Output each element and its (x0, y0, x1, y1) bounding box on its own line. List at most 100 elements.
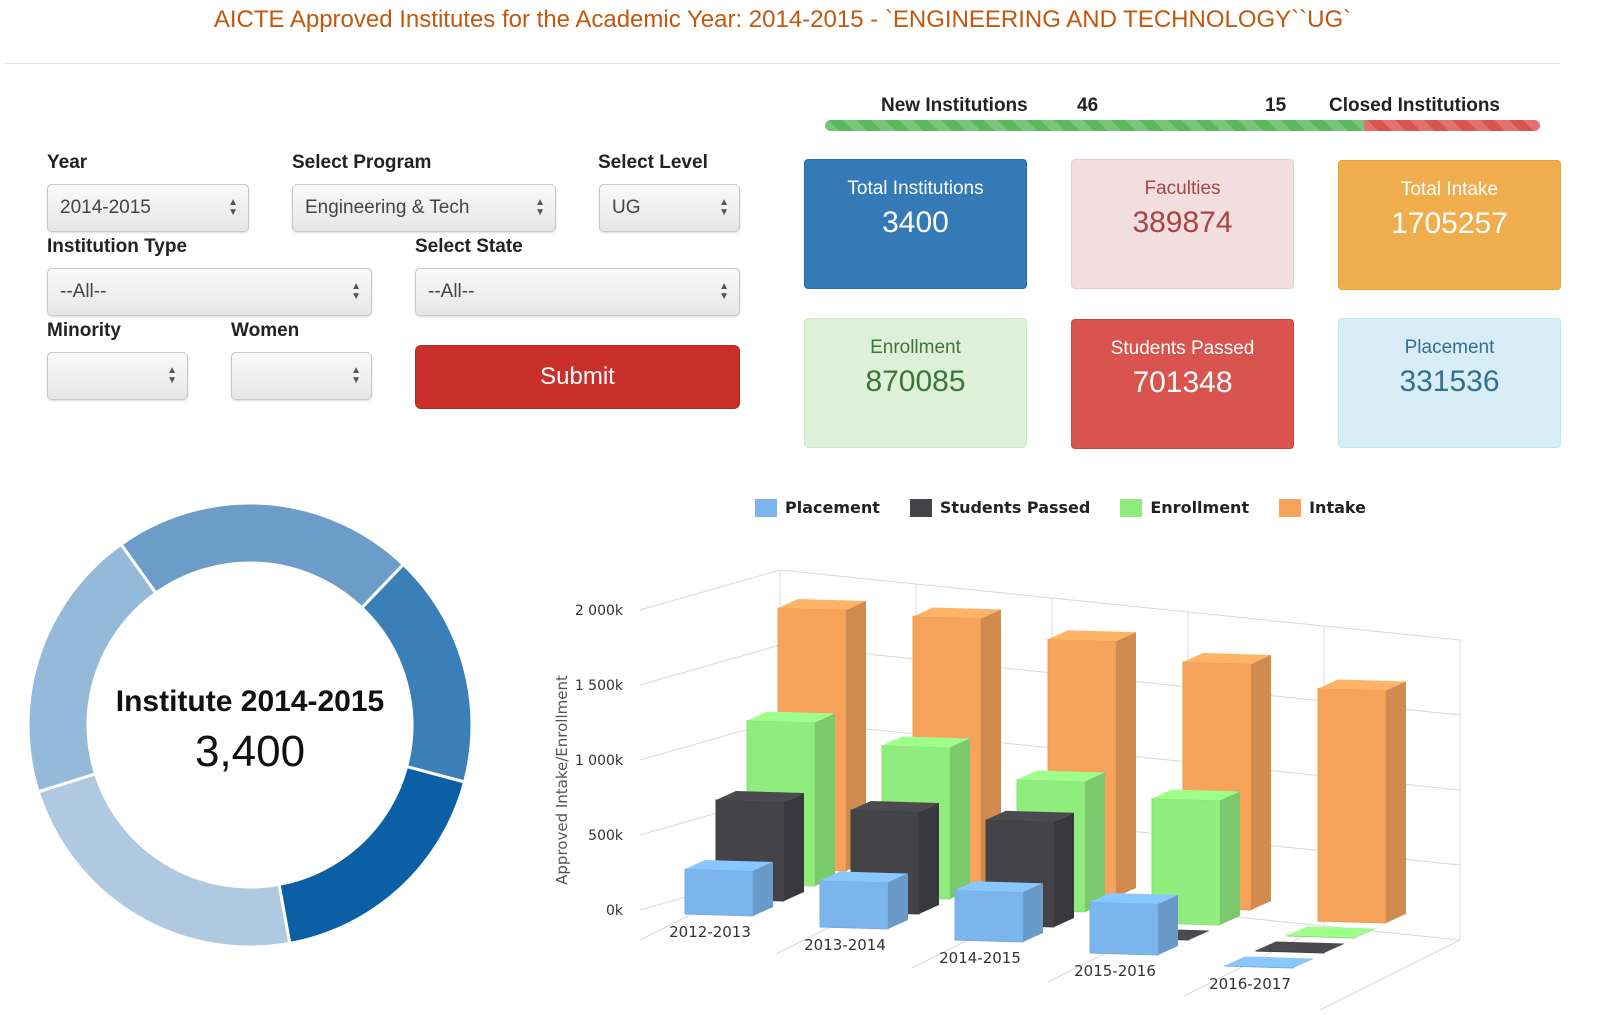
state-select[interactable]: --All-- ▲ ▼ (415, 268, 740, 316)
stat-value: 1705257 (1391, 207, 1508, 240)
bar-placement[interactable] (954, 881, 1043, 943)
bar-top (1256, 941, 1344, 953)
stat-label: Students Passed (1110, 338, 1255, 359)
donut-segment[interactable] (36, 771, 292, 949)
stat-total-intake: Total Intake 1705257 (1338, 160, 1561, 290)
bar-enrollment[interactable] (1286, 926, 1375, 939)
bar-top (913, 607, 1001, 619)
bar-front (684, 868, 754, 917)
stat-total-institutions: Total Institutions 3400 (804, 159, 1027, 289)
stat-label: Placement (1404, 337, 1495, 358)
x-tick-label: 2015-2016 (1074, 962, 1156, 980)
bar-placement[interactable] (819, 871, 908, 930)
select-arrows-icon: ▲ ▼ (351, 365, 361, 386)
women-select[interactable]: ▲ ▼ (231, 352, 372, 400)
bar-placement[interactable] (1089, 893, 1178, 956)
legend-item-placement[interactable]: Placement (755, 498, 880, 517)
bar-front (819, 879, 889, 930)
institution-type-select-value: --All-- (60, 281, 107, 302)
select-arrows-icon: ▲ ▼ (535, 197, 545, 218)
bar-side (888, 873, 908, 929)
bar-top (685, 860, 773, 871)
legend-item-intake[interactable]: Intake (1279, 498, 1366, 517)
bar-side (919, 803, 939, 914)
bar-enrollment[interactable] (1151, 789, 1240, 926)
minority-label: Minority (47, 320, 121, 341)
legend-swatch (755, 498, 777, 517)
institution-type-label: Institution Type (47, 236, 188, 257)
minority-select[interactable]: ▲ ▼ (47, 352, 188, 400)
stat-value: 3400 (882, 206, 949, 239)
bar-top (747, 711, 835, 723)
bar-top (955, 881, 1043, 893)
select-arrows-icon: ▲ ▼ (167, 365, 177, 386)
y-tick-label: 2 000k (575, 603, 624, 619)
bar-top (882, 736, 970, 748)
bar-side (1220, 791, 1240, 925)
new-institutions-value: 46 (1077, 95, 1099, 116)
bar-side (1355, 928, 1375, 938)
bar-side (1386, 681, 1406, 923)
stat-value: 389874 (1132, 206, 1233, 239)
stat-label: Enrollment (870, 337, 961, 358)
bar-intake[interactable] (1317, 679, 1406, 924)
donut-segment[interactable] (277, 764, 467, 946)
legend-item-enrollment[interactable]: Enrollment (1120, 498, 1249, 517)
bar-placement[interactable] (684, 860, 773, 917)
stat-label: Total Intake (1400, 179, 1499, 200)
bar-students-passed[interactable] (1255, 941, 1344, 954)
bar-side (815, 713, 835, 886)
legend-label: Intake (1309, 498, 1366, 517)
select-arrows-icon: ▲ ▼ (351, 281, 361, 302)
bar-placement[interactable] (1224, 956, 1313, 969)
closed-institutions-label: Closed Institutions (1329, 95, 1500, 116)
gridline (639, 644, 781, 686)
donut-segment[interactable] (26, 542, 158, 794)
new-institutions-bar (825, 120, 1365, 131)
legend-item-students-passed[interactable]: Students Passed (909, 498, 1090, 517)
level-select[interactable]: UG ▲ ▼ (599, 184, 740, 232)
level-select-value: UG (612, 197, 641, 218)
program-select-value: Engineering & Tech (305, 197, 470, 218)
state-select-value: --All-- (428, 281, 475, 302)
submit-button[interactable]: Submit (415, 345, 740, 409)
closed-institutions-bar (1364, 120, 1540, 131)
state-label: Select State (415, 236, 523, 257)
bar-side (1251, 655, 1271, 910)
legend-label: Placement (785, 498, 880, 517)
bar-side (1324, 943, 1344, 953)
y-axis-label: Approved Intake/Enrollment (553, 675, 571, 885)
select-arrows-icon: ▲ ▼ (719, 197, 729, 218)
chart-legend: Placement Students Passed Enrollment Int… (755, 498, 1366, 517)
year-select[interactable]: 2014-2015 ▲ ▼ (47, 184, 249, 232)
year-select-value: 2014-2015 (60, 197, 151, 218)
bar-top (1017, 770, 1105, 782)
stat-value: 701348 (1132, 366, 1233, 399)
legend-swatch (1279, 498, 1302, 517)
new-vs-closed-progress (825, 120, 1540, 131)
bar-side (1158, 895, 1178, 955)
floor-line (1319, 939, 1461, 1011)
y-tick-label: 0k (606, 903, 624, 919)
stat-students-passed: Students Passed 701348 (1071, 319, 1294, 449)
stat-placement: Placement 331536 (1338, 318, 1561, 448)
bar-top (1048, 630, 1136, 642)
legend-label: Enrollment (1150, 498, 1250, 517)
bar-side (753, 862, 773, 916)
y-tick-label: 1 500k (575, 678, 624, 694)
program-select[interactable]: Engineering & Tech ▲ ▼ (292, 184, 556, 232)
bar-side (1116, 632, 1136, 897)
bar-side (1293, 958, 1313, 968)
donut-center-value: 3,400 (194, 727, 306, 776)
institution-type-select[interactable]: --All-- ▲ ▼ (47, 268, 372, 316)
legend-swatch (909, 498, 932, 517)
bar-side (846, 601, 866, 871)
bar-side (1085, 772, 1105, 912)
bar-top (986, 810, 1074, 822)
x-tick-label: 2012-2013 (669, 923, 751, 941)
gridline (639, 569, 781, 611)
bar-top (820, 871, 908, 883)
bar-top (1090, 893, 1178, 904)
donut-segment[interactable] (118, 501, 406, 610)
bar-top (851, 801, 939, 812)
